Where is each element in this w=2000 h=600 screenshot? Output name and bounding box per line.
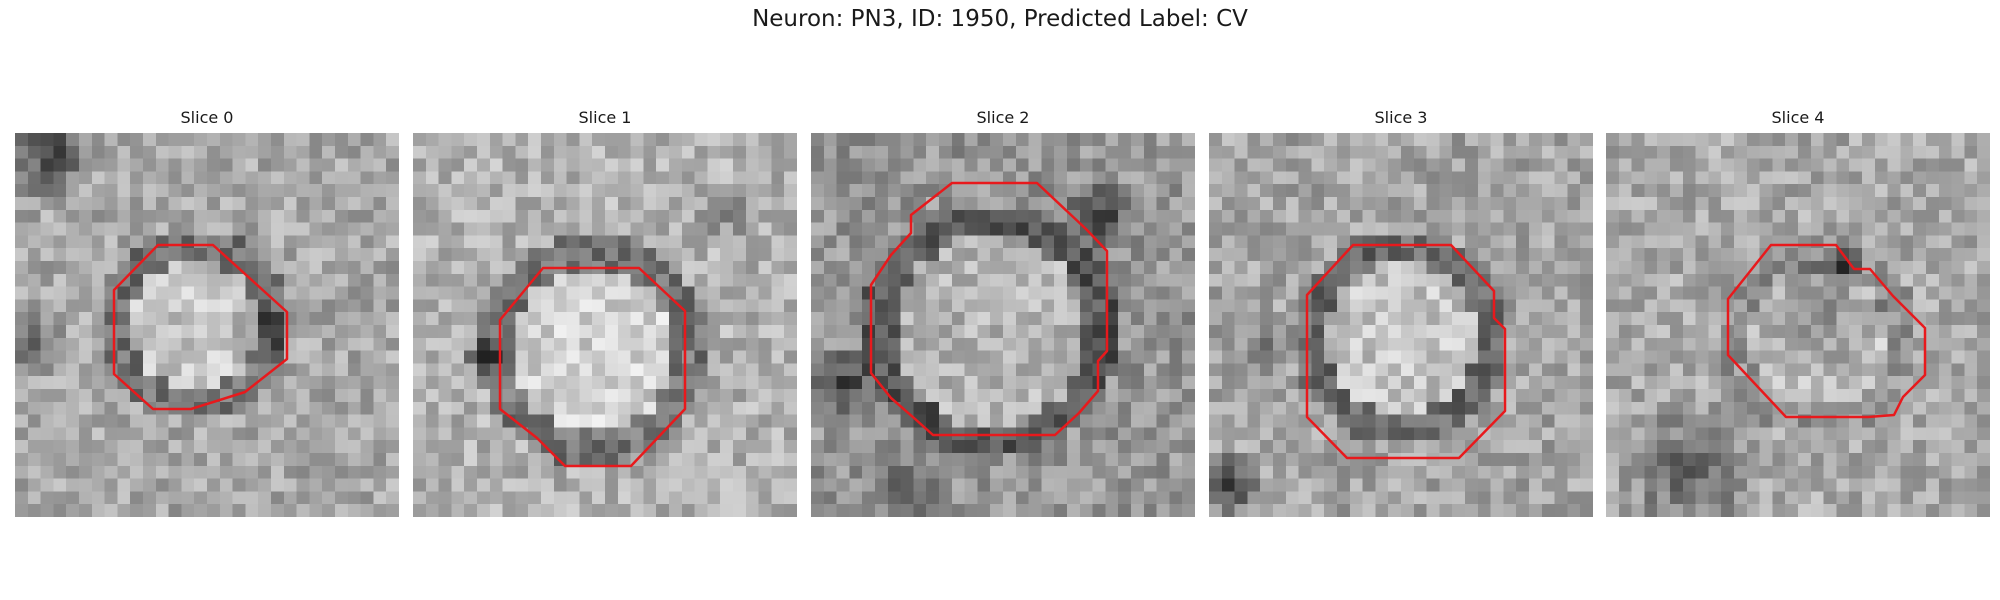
slice-1-title: Slice 1: [578, 108, 632, 127]
slice-3-title: Slice 3: [1374, 108, 1428, 127]
slice-1-contour: [498, 266, 687, 468]
slice-4-image: [1606, 133, 1990, 517]
slice-2-contour-overlay: [869, 181, 1109, 437]
slice-2-image: [811, 133, 1195, 517]
slice-4-title: Slice 4: [1771, 108, 1825, 127]
slice-3-contour-overlay: [1305, 243, 1507, 460]
slice-2-title: Slice 2: [976, 108, 1030, 127]
slice-4-contour-overlay: [1726, 243, 1927, 419]
slice-0-contour: [112, 243, 289, 411]
slice-1-image: [413, 133, 797, 517]
slice-4-contour: [1726, 243, 1927, 419]
slice-0-contour-overlay: [112, 243, 289, 411]
slice-3-panel: [1209, 133, 1593, 517]
slice-0-panel: [15, 133, 399, 517]
slice-3-contour: [1305, 243, 1507, 460]
slice-2-panel: [811, 133, 1195, 517]
slice-2-contour: [869, 181, 1109, 437]
slice-3-image: [1209, 133, 1593, 517]
figure-title: Neuron: PN3, ID: 1950, Predicted Label: …: [752, 6, 1248, 32]
slice-1-panel: [413, 133, 797, 517]
slice-0-image: [15, 133, 399, 517]
slice-1-contour-overlay: [498, 266, 687, 468]
slice-4-panel: [1606, 133, 1990, 517]
slice-0-title: Slice 0: [180, 108, 234, 127]
